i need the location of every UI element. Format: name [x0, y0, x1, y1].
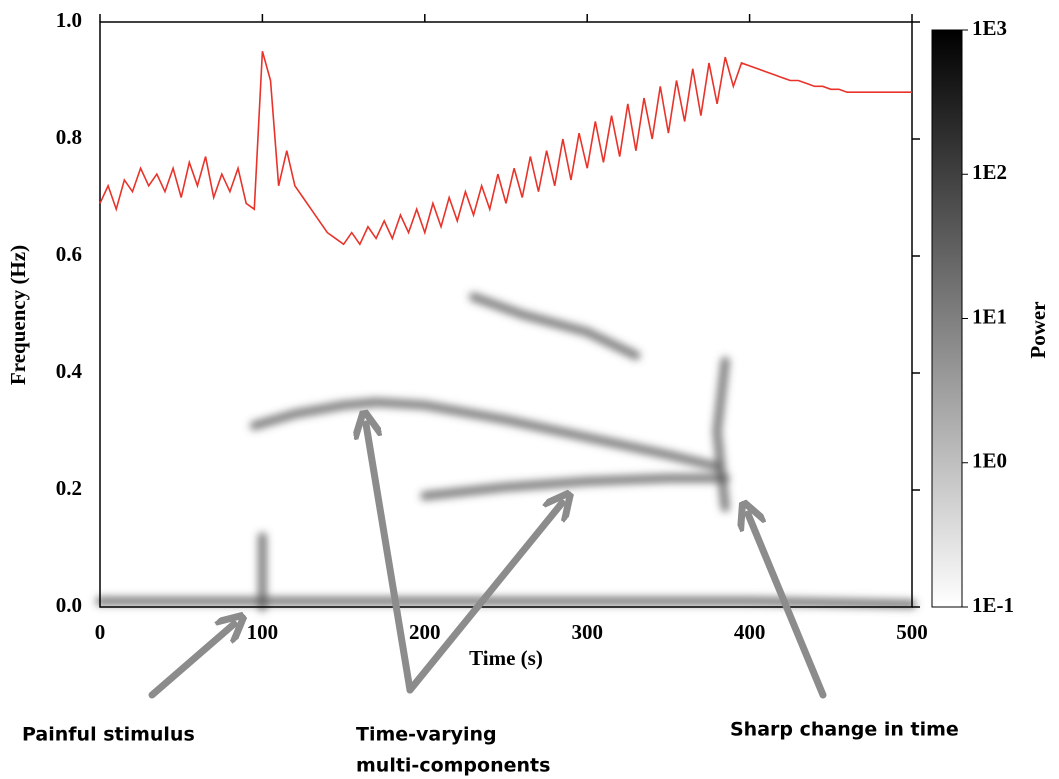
colorbar-tick-label: 1E3 — [972, 16, 1007, 40]
spectral-ridge — [249, 397, 722, 472]
x-tick-label: 0 — [95, 620, 106, 644]
annotation: Painful stimulus — [22, 724, 195, 746]
y-tick-label: 0.0 — [56, 593, 82, 617]
spectrogram-ridges — [95, 292, 917, 612]
colorbar-tick-label: 1E2 — [972, 160, 1007, 184]
arrow — [748, 514, 827, 699]
arrow — [366, 424, 414, 694]
colorbar-label: Power — [1026, 301, 1050, 358]
x-tick-label: 300 — [571, 620, 603, 644]
arrow — [406, 503, 562, 694]
y-axis-label: Frequency (Hz) — [6, 245, 30, 385]
y-tick-label: 0.6 — [56, 242, 82, 266]
colorbar-tick-label: 1E0 — [972, 449, 1007, 473]
annotation: Sharp change in time — [730, 719, 959, 741]
colorbar-tick-label: 1E-1 — [972, 593, 1014, 617]
colorbar — [931, 29, 963, 608]
y-tick-label: 0.4 — [56, 359, 83, 383]
plot-frame — [99, 21, 913, 608]
spectral-ridge — [95, 596, 917, 609]
x-axis-label: Time (s) — [469, 646, 543, 670]
arrow — [148, 624, 234, 699]
spectral-ridge — [469, 292, 641, 360]
annotation: multi-components — [356, 755, 550, 777]
x-tick-label: 500 — [896, 620, 928, 644]
x-tick-label: 100 — [247, 620, 279, 644]
spectral-ridge — [712, 356, 730, 513]
spectral-ridge — [420, 473, 730, 501]
colorbar-tick-label: 1E1 — [972, 304, 1007, 328]
x-tick-label: 200 — [409, 620, 441, 644]
y-tick-label: 0.8 — [56, 125, 82, 149]
signal-line — [99, 51, 912, 246]
y-tick-label: 0.2 — [56, 476, 82, 500]
arrows — [148, 424, 827, 699]
x-tick-label: 400 — [734, 620, 766, 644]
y-tick-label: 1.0 — [56, 8, 82, 32]
annotation: Time-varying — [356, 724, 497, 746]
